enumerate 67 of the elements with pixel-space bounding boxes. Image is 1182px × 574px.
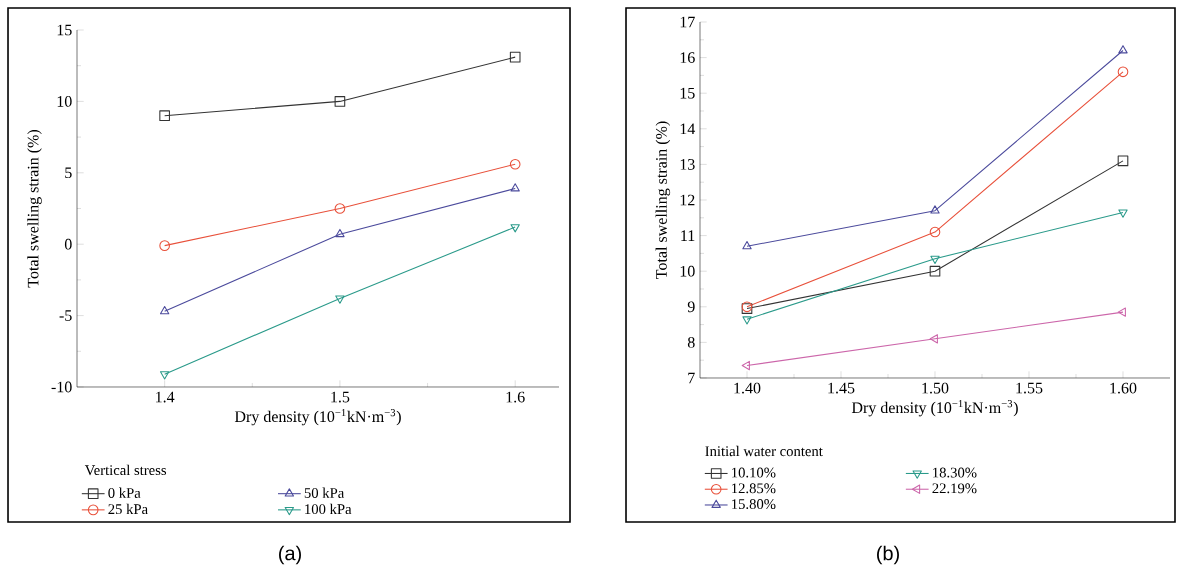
y-tick-label: 8: [687, 336, 695, 348]
point: [929, 334, 938, 344]
point: [510, 224, 520, 233]
text: (a): [279, 545, 301, 565]
y-tick-label: 7: [688, 372, 695, 384]
y-tick-label: 16: [680, 52, 695, 63]
y-tick-label: 15: [57, 24, 72, 36]
y-axis-title: Total swelling strain (%): [655, 121, 671, 279]
point: [334, 96, 346, 107]
point: [742, 240, 752, 250]
legend-label: 12.85%: [732, 483, 776, 494]
point: [1117, 66, 1129, 78]
y-tick-label: 0: [64, 238, 72, 250]
x-tick-label: 1.5: [331, 391, 350, 403]
y-tick-label: 10: [680, 265, 695, 277]
point: [510, 183, 520, 192]
point: [742, 316, 752, 325]
point: [334, 203, 346, 214]
y-tick-label: 9: [687, 301, 695, 313]
y-axis-title: Total swelling strain (%): [27, 129, 42, 288]
y-tick-label: 13: [680, 159, 695, 170]
y-tick-label: 17: [680, 16, 695, 28]
y-tick-label: 12: [680, 194, 695, 206]
x-tick-label: 1.6: [506, 391, 525, 403]
y-tick-label: -10: [51, 381, 72, 393]
x-tick-label: 1.50: [922, 382, 949, 394]
point: [159, 110, 170, 122]
legend-label: 50 kPa: [304, 487, 345, 498]
point: [159, 305, 170, 315]
y-tick-label: 14: [680, 123, 696, 135]
point: [1117, 155, 1129, 167]
y-tick-label: -5: [59, 310, 72, 321]
x-tick-label: 1.45: [828, 382, 855, 394]
point: [930, 255, 940, 265]
point: [159, 371, 170, 380]
legend-label: 0 kPa: [108, 487, 141, 498]
point: [929, 226, 941, 238]
y-tick-label: 15: [680, 87, 695, 99]
legend-label: 15.80%: [732, 499, 776, 510]
point: [741, 360, 750, 371]
point: [929, 265, 941, 277]
y-tick-label: 5: [65, 167, 72, 179]
legend-label: 100 kPa: [305, 503, 352, 515]
point: [509, 51, 521, 63]
y-tick-label: 11: [681, 230, 695, 241]
x-tick-label: 1.40: [734, 382, 761, 394]
point: [930, 205, 940, 214]
x-tick-label: 1.4: [156, 391, 175, 403]
point: [1118, 45, 1128, 54]
legend-label: 10.10%: [732, 467, 776, 478]
point: [335, 228, 345, 238]
x-tick-label: 1.55: [1016, 382, 1043, 394]
point: [509, 158, 521, 170]
legend-title: Initial water content: [705, 445, 823, 457]
point: [1118, 209, 1128, 218]
legend-title: Vertical stress: [84, 464, 167, 476]
legend-label: 22.19%: [932, 483, 977, 494]
text: (b): [877, 545, 899, 565]
legend-label: 18.30%: [933, 467, 977, 478]
y-tick-label: 10: [57, 96, 72, 107]
point: [335, 295, 345, 304]
x-axis-title: Dry density (10$^{−1}$kN·m$^{−3}$): [234, 409, 401, 426]
legend-label: 25 kPa: [108, 503, 148, 515]
point: [159, 240, 170, 251]
x-tick-label: 1.60: [1110, 382, 1137, 394]
x-axis-title: Dry density (10$^{−1}$kN·m$^{−3}$): [851, 400, 1018, 417]
point: [1117, 307, 1126, 317]
